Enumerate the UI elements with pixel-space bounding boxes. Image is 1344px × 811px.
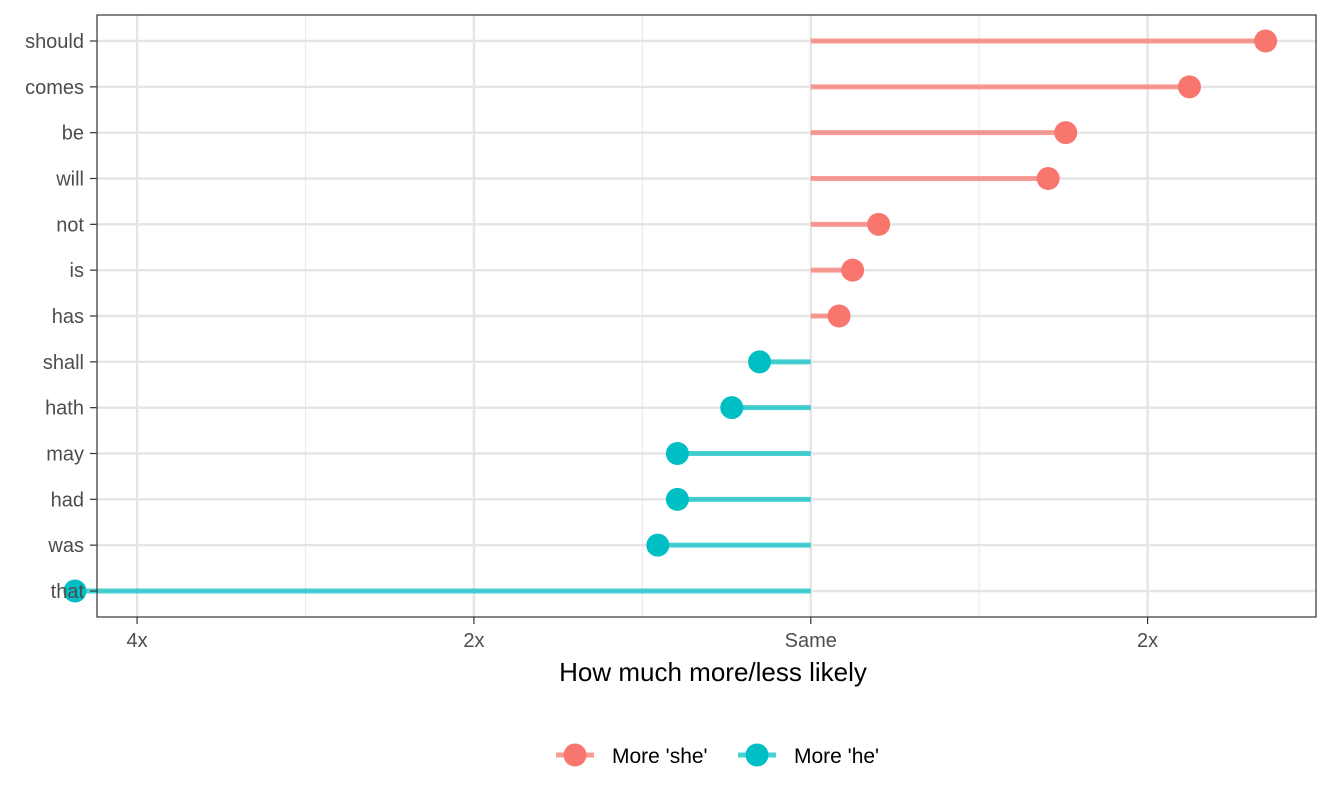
lollipop-point-hath bbox=[720, 396, 744, 420]
lollipop-point-was bbox=[646, 533, 670, 557]
lollipop-point-not bbox=[867, 212, 891, 236]
lollipop-point-is bbox=[841, 258, 865, 282]
grid-layer bbox=[97, 15, 1316, 617]
lollipop-point-should bbox=[1254, 29, 1278, 53]
x-tick-label: Same bbox=[785, 630, 837, 652]
lollipop-point-shall bbox=[748, 350, 772, 374]
legend-label-she: More 'she' bbox=[612, 745, 708, 768]
point-layer bbox=[63, 29, 1278, 603]
y-tick-label-is: is bbox=[70, 260, 84, 282]
legend-key-point-he bbox=[745, 743, 769, 767]
y-tick-label-will: will bbox=[55, 169, 84, 191]
legend-label-he: More 'he' bbox=[794, 745, 879, 768]
x-tick-label: 2x bbox=[463, 630, 484, 652]
y-tick-label-hath: hath bbox=[45, 398, 84, 420]
y-tick-label-be: be bbox=[62, 123, 84, 145]
x-axis-title: How much more/less likely bbox=[559, 657, 867, 687]
legend: More 'she' More 'he' bbox=[556, 743, 879, 768]
lollipop-point-that bbox=[63, 579, 87, 603]
y-tick-label-was: was bbox=[47, 535, 84, 557]
lollipop-point-be bbox=[1054, 121, 1078, 145]
lollipop-point-may bbox=[665, 442, 689, 465]
y-tick-label-that: that bbox=[51, 581, 85, 603]
lollipop-point-will bbox=[1036, 167, 1060, 190]
y-tick-label-not: not bbox=[56, 214, 84, 236]
x-tick-label: 4x bbox=[127, 630, 148, 652]
y-tick-label-should: should bbox=[25, 31, 84, 53]
legend-key-point-she bbox=[563, 743, 587, 767]
y-tick-label-has: has bbox=[52, 306, 84, 328]
lollipop-point-had bbox=[665, 487, 689, 511]
y-tick-label-had: had bbox=[51, 489, 84, 511]
segment-layer bbox=[74, 38, 1266, 594]
axis-layer: should comes be will not is has shall hath may had… bbox=[25, 31, 1158, 652]
lollipop-point-comes bbox=[1177, 75, 1201, 99]
lollipop-point-has bbox=[827, 304, 851, 328]
x-tick-label: 2x bbox=[1137, 630, 1158, 652]
y-tick-label-may: may bbox=[46, 444, 84, 466]
y-tick-label-shall: shall bbox=[43, 352, 84, 374]
y-tick-label-comes: comes bbox=[25, 77, 84, 99]
